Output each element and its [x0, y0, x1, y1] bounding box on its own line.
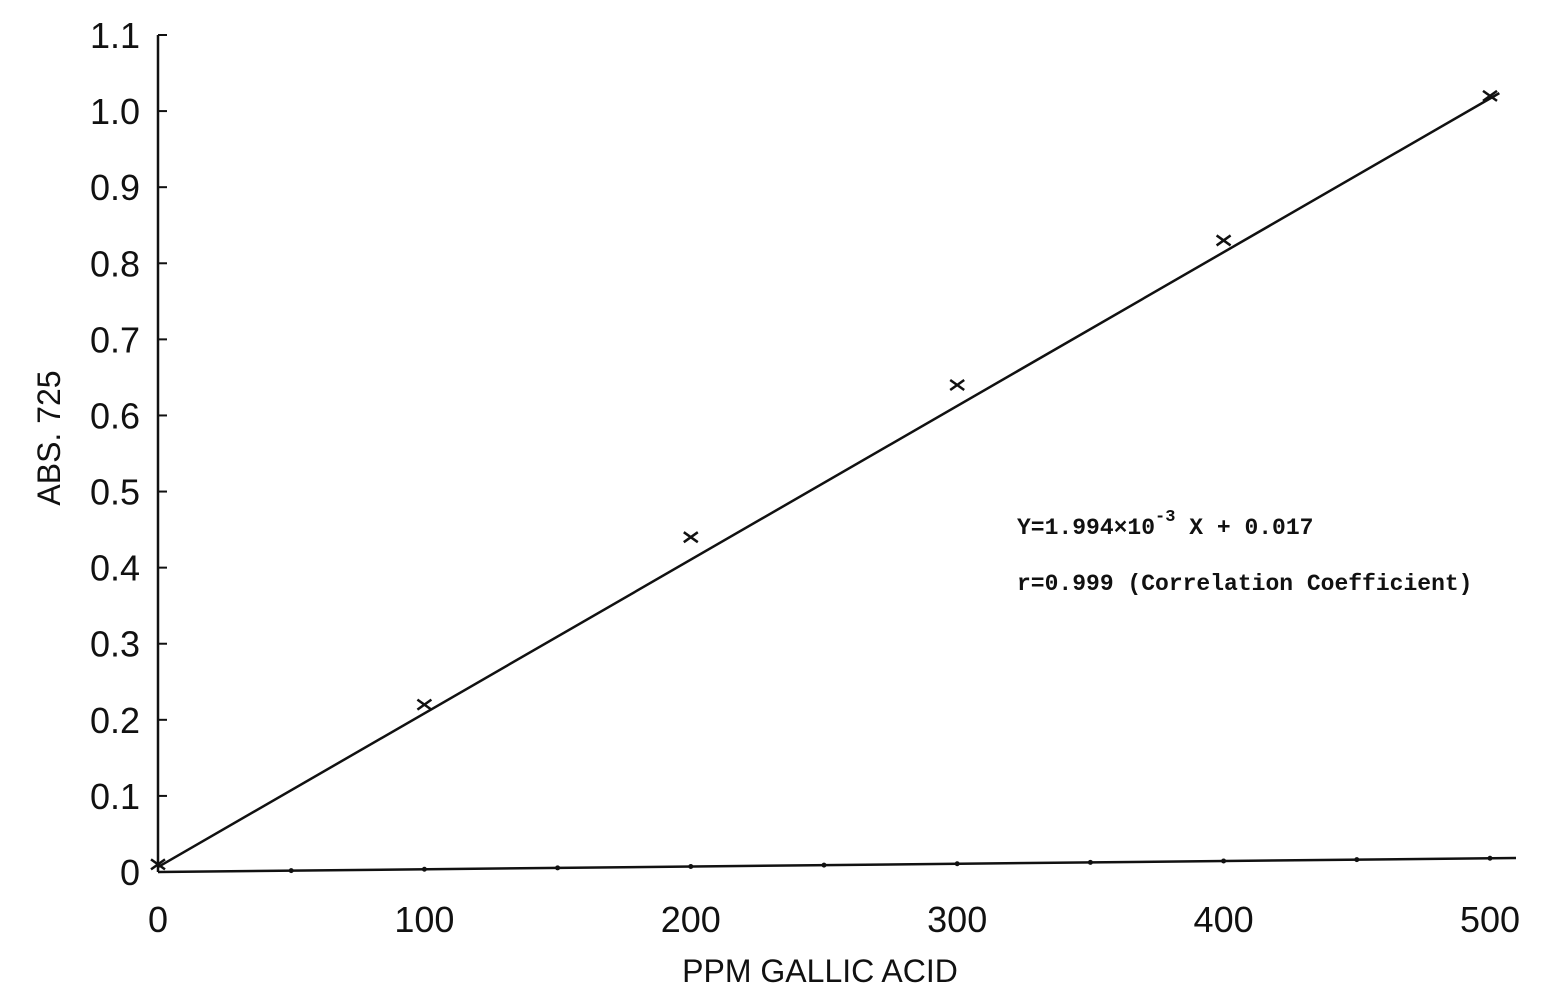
data-point [1215, 234, 1232, 247]
x-minor-tick [1354, 857, 1360, 863]
data-point [949, 379, 965, 392]
data-point [683, 531, 699, 544]
y-tick-label: 0.1 [90, 776, 140, 817]
data-point-stroke [1215, 234, 1232, 247]
x-tick-label: 500 [1460, 899, 1520, 940]
x-tick-label: 100 [394, 899, 454, 940]
x-minor-tick [688, 864, 694, 870]
fit-line-group [157, 92, 1500, 869]
data-point [1482, 89, 1498, 102]
data-points [150, 89, 1498, 871]
y-tick-label: 0 [120, 852, 140, 893]
y-tick-label: 0.9 [90, 167, 140, 208]
data-point-stroke [683, 531, 699, 544]
x-minor-tick [555, 865, 561, 871]
x-axis-title: PPM GALLIC ACID [682, 953, 958, 988]
axes [156, 35, 1517, 874]
y-tick-label: 0.2 [90, 700, 140, 741]
x-axis-line [157, 856, 1517, 874]
fit-equation-prefix: Y=1.994×10 [1017, 515, 1155, 541]
axis-ticks: 0 0.1 0.2 0.3 0.4 0.5 0.6 0.7 0.8 0.9 1.0 1.1 0 100 20… [90, 15, 1520, 940]
data-point-stroke [416, 698, 433, 711]
data-point-stroke [150, 858, 166, 871]
x-minor-tick [421, 866, 427, 872]
data-point-stroke [1482, 89, 1498, 102]
x-minor-tick [821, 862, 827, 868]
y-axis-title: ABS. 725 [31, 370, 67, 505]
x-tick-label: 0 [148, 899, 168, 940]
y-tick-label: 0.3 [90, 624, 140, 665]
x-minor-tick [1487, 855, 1493, 861]
correlation-note: r=0.999 (Correlation Coefficient) [1017, 571, 1472, 597]
x-minor-tick [1087, 859, 1093, 865]
fit-equation-exponent: -3 [1155, 508, 1175, 527]
fit-equation-suffix: X + 0.017 [1175, 515, 1313, 541]
data-point [150, 858, 166, 871]
x-minor-tick [954, 861, 960, 867]
data-point [416, 698, 433, 711]
y-tick-label: 0.5 [90, 472, 140, 513]
x-tick-label: 400 [1194, 899, 1254, 940]
y-tick-label: 1.1 [90, 15, 140, 56]
x-minor-tick [1221, 858, 1227, 864]
fit-equation: Y=1.994×10-3 X + 0.017 [1017, 508, 1313, 541]
x-tick-label: 300 [927, 899, 987, 940]
fit-line [157, 92, 1500, 869]
x-tick-label: 200 [661, 899, 721, 940]
y-tick-label: 0.4 [90, 548, 140, 589]
data-point-stroke [949, 379, 965, 392]
x-minor-tick [288, 868, 294, 874]
y-tick-label: 1.0 [90, 91, 140, 132]
y-tick-label: 0.7 [90, 319, 140, 360]
y-tick-label: 0.8 [90, 243, 140, 284]
y-tick-label: 0.6 [90, 395, 140, 436]
